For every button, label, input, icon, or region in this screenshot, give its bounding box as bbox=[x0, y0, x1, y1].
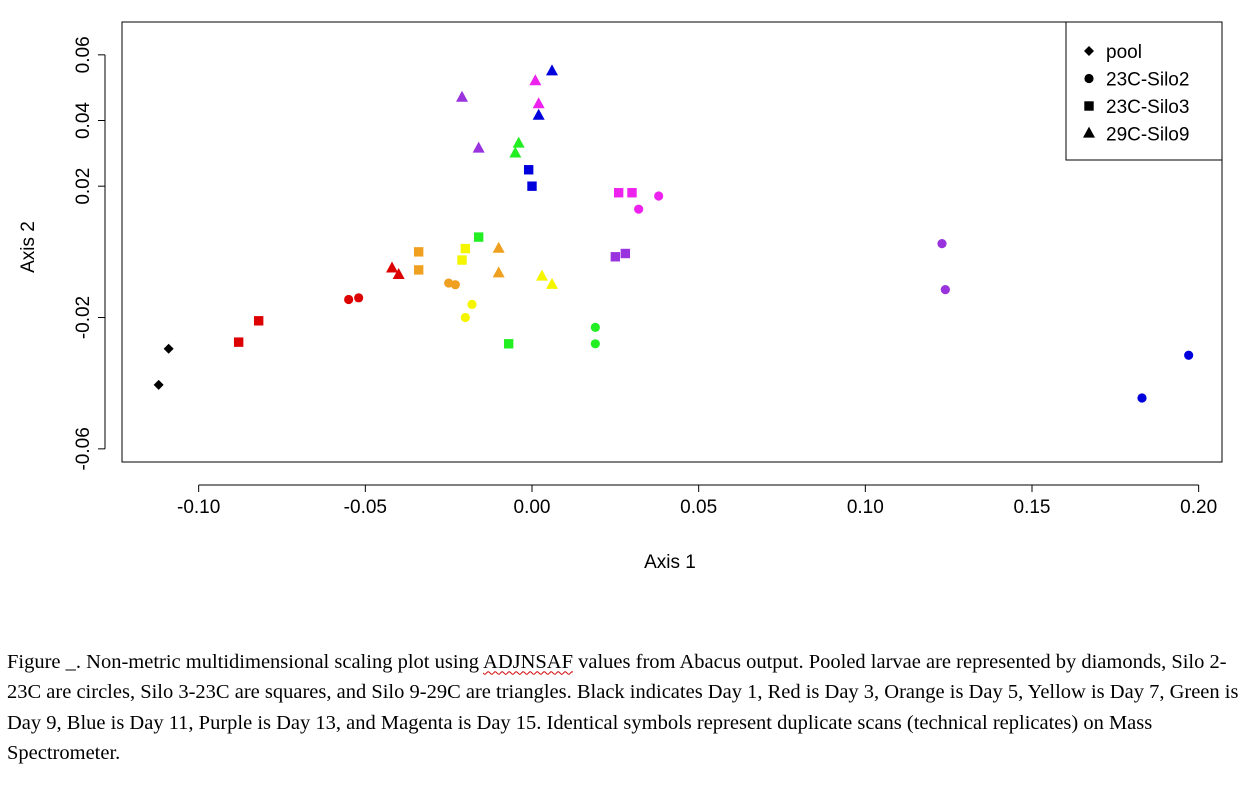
data-point-triangle bbox=[492, 266, 505, 278]
y-tick-label: -0.02 bbox=[73, 296, 94, 339]
data-point-circle bbox=[460, 312, 470, 323]
y-tick-label: 0.04 bbox=[73, 102, 94, 139]
data-point-square bbox=[503, 339, 514, 349]
data-point-circle bbox=[937, 239, 947, 249]
data-point-square bbox=[620, 248, 631, 259]
data-point-triangle bbox=[546, 277, 558, 289]
x-tick-label: 0.15 bbox=[1014, 497, 1051, 518]
data-point-square bbox=[233, 337, 244, 347]
x-tick-label: -0.05 bbox=[344, 497, 387, 518]
data-point-triangle bbox=[492, 241, 505, 253]
data-point-circle bbox=[354, 293, 364, 303]
legend-symbol-triangle bbox=[1083, 126, 1095, 138]
figure-caption: Figure _. Non-metric multidimensional sc… bbox=[7, 647, 1252, 769]
data-point-triangle bbox=[532, 97, 545, 109]
data-point-square bbox=[523, 165, 534, 175]
legend-label: 23C-Silo2 bbox=[1106, 70, 1189, 91]
y-tick-label: 0.06 bbox=[73, 36, 94, 73]
legend-label: 23C-Silo3 bbox=[1106, 97, 1189, 118]
caption-part-2: values from Abacus output. Pooled larvae… bbox=[7, 650, 1239, 765]
data-point-circle bbox=[467, 299, 477, 309]
data-point-square bbox=[610, 252, 621, 262]
data-point-circle bbox=[590, 339, 600, 349]
data-point-triangle bbox=[532, 108, 545, 120]
y-tick-label: 0.02 bbox=[73, 168, 94, 205]
data-point-square bbox=[613, 188, 624, 198]
data-point-circle bbox=[344, 294, 354, 305]
legend-label: pool bbox=[1106, 42, 1142, 63]
data-point-square bbox=[460, 243, 471, 254]
caption-spellcheck-word: ADJNSAF bbox=[483, 650, 574, 673]
data-point-triangle bbox=[529, 74, 542, 86]
plot-frame bbox=[121, 21, 1223, 463]
nmds-scatter-plot: -0.10 -0.05 0.00 0.05 0.10 0.15 0.20 -0.06 -0.02… bbox=[18, 21, 1223, 573]
y-axis-title: Axis 2 bbox=[18, 221, 39, 273]
data-point-circle bbox=[654, 191, 664, 201]
legend-symbol-circle bbox=[1084, 73, 1094, 84]
x-tick-label: 0.05 bbox=[680, 497, 717, 518]
data-point-square bbox=[253, 316, 264, 326]
legend-label: 29C-Silo9 bbox=[1106, 125, 1189, 146]
x-tick-label: 0.10 bbox=[847, 497, 884, 518]
legend-symbol-square bbox=[1084, 101, 1094, 111]
data-point-triangle bbox=[386, 261, 398, 273]
y-tick-label: -0.06 bbox=[73, 427, 94, 470]
x-tick-label: -0.10 bbox=[177, 497, 220, 518]
data-point-circle bbox=[634, 204, 644, 214]
data-point-triangle bbox=[509, 146, 522, 158]
nmds-figure: -0.10 -0.05 0.00 0.05 0.10 0.15 0.20 -0.06 -0.02… bbox=[18, 21, 1223, 573]
data-point-triangle bbox=[392, 268, 405, 280]
data-point-square bbox=[473, 232, 484, 242]
data-point-circle bbox=[940, 285, 950, 295]
data-point-diamond bbox=[163, 343, 174, 354]
data-point-triangle bbox=[472, 141, 485, 153]
caption-part-1: Figure _. Non-metric multidimensional sc… bbox=[7, 650, 484, 673]
data-point-triangle bbox=[512, 136, 525, 148]
data-point-triangle bbox=[536, 269, 548, 281]
data-point-square bbox=[413, 265, 424, 275]
data-point-circle bbox=[1137, 393, 1147, 403]
data-point-square bbox=[413, 247, 424, 257]
data-point-circle bbox=[590, 322, 600, 332]
data-point-triangle bbox=[546, 64, 558, 76]
data-point-diamond bbox=[153, 379, 164, 390]
data-point-square bbox=[627, 188, 637, 198]
data-point-square bbox=[527, 181, 537, 191]
x-tick-label: 0.20 bbox=[1180, 497, 1217, 518]
data-point-triangle bbox=[456, 90, 468, 102]
legend-symbol-diamond bbox=[1084, 46, 1094, 56]
data-point-circle bbox=[1184, 350, 1194, 360]
x-tick-label: 0.00 bbox=[514, 497, 551, 518]
data-point-circle bbox=[450, 280, 460, 290]
data-point-square bbox=[457, 255, 467, 265]
x-axis-title: Axis 1 bbox=[644, 552, 696, 573]
